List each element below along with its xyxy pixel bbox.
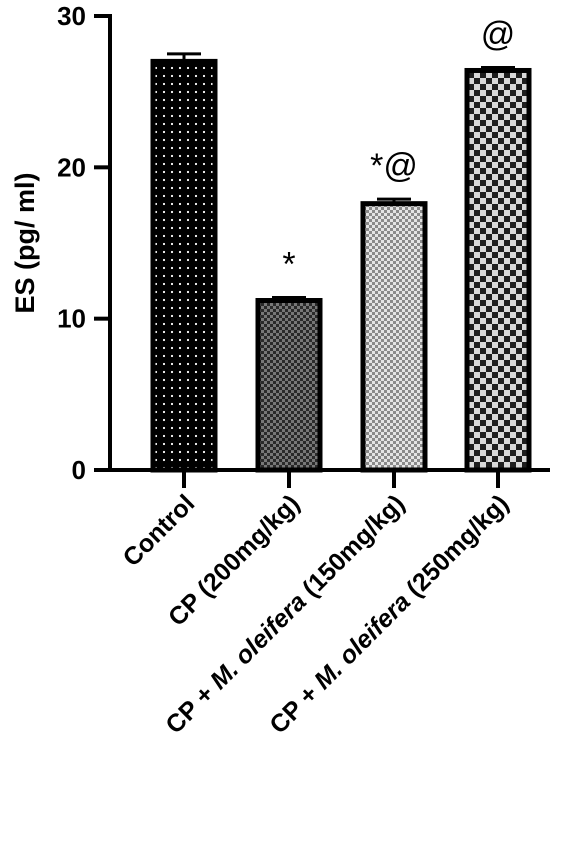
bars [150,58,532,473]
bar [150,58,218,473]
category-label-part: M. oleifera [205,588,312,695]
error-bars [167,52,515,301]
significance-annotation: * [282,245,295,283]
x-axis-ticks [182,470,500,488]
category-label-part: (250mg/kg) [396,489,514,607]
y-tick-label: 30 [57,1,86,31]
significance-annotation: @ [481,15,516,53]
y-tick-label: 10 [57,304,86,334]
y-axis-label: ES (pg/ ml) [10,173,40,314]
y-axis-ticks: 0 10 20 30 [57,1,110,485]
category-label-part: Control [118,489,201,572]
category-label-part: (150mg/kg) [292,489,410,607]
y-tick-label: 20 [57,152,86,182]
y-tick-label: 0 [72,455,86,485]
bar [464,67,532,473]
bar [255,298,323,473]
category-label: Control [118,489,201,572]
bar [360,201,428,473]
significance-annotations: * *@ @ [282,15,515,283]
category-label-part: M. oleifera [309,588,416,695]
significance-annotation: *@ [370,147,418,185]
